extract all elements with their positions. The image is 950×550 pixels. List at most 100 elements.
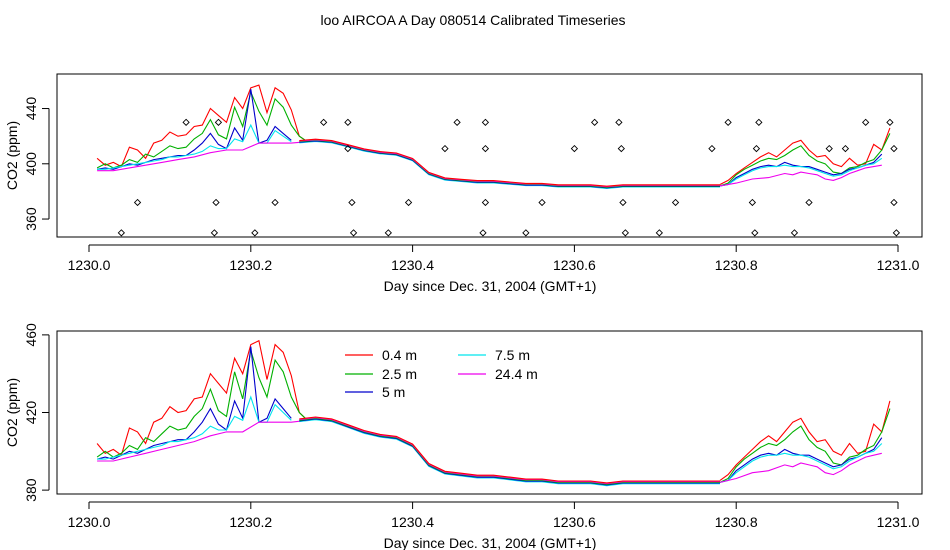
legend-label: 0.4 m (382, 347, 417, 363)
diamond-marker (538, 198, 546, 207)
x-tick-label: 1230.8 (715, 257, 758, 273)
diamond-marker (862, 118, 870, 126)
plot-frame (56, 73, 923, 238)
y-tick-label: 420 (23, 401, 39, 425)
diamond-marker (271, 198, 279, 207)
page-title: loo AIRCOA A Day 080514 Calibrated Times… (320, 12, 625, 28)
diamond-marker (344, 144, 352, 153)
diamond-marker (210, 229, 219, 237)
common-trace-line (299, 139, 720, 188)
diamond-marker (570, 144, 579, 153)
common-trace-line (299, 417, 720, 485)
late-series-line-2-5-m (719, 408, 891, 483)
diamond-marker (825, 144, 833, 153)
diamond-marker (319, 118, 328, 126)
diamond-marker (751, 229, 759, 237)
diamond-marker (117, 229, 125, 237)
plot-frame (56, 330, 923, 495)
diamond-marker (349, 229, 358, 237)
diamond-marker (621, 229, 630, 237)
y-tick-label: 380 (23, 478, 39, 502)
late-series-line (719, 164, 882, 187)
diamond-marker (182, 118, 190, 126)
diamond-marker (212, 198, 220, 207)
y-tick-label: 360 (23, 207, 39, 231)
x-tick-label: 1230.0 (68, 514, 111, 530)
legend-label: 7.5 m (495, 347, 530, 363)
diamond-marker (890, 144, 898, 153)
diamond-marker (805, 198, 813, 207)
diamond-marker (479, 229, 487, 237)
series-line-24-4-m (97, 419, 308, 462)
diamond-marker (522, 229, 530, 237)
diamond-marker (790, 229, 799, 237)
x-tick-label: 1230.0 (68, 257, 111, 273)
x-tick-label: 1231.0 (877, 514, 920, 530)
series-line (96, 90, 308, 169)
series-line (96, 84, 308, 168)
diamond-marker (481, 198, 490, 207)
diamond-marker (615, 118, 623, 126)
y-tick-label: 440 (23, 97, 39, 121)
common-trace-line (299, 416, 720, 484)
legend-label: 24.4 m (495, 366, 538, 382)
diamond-marker (841, 144, 850, 153)
diamond-marker (655, 229, 663, 237)
y-axis-label: CO2 (ppm) (4, 121, 20, 190)
panel-bottom: 1230.0 1230.2 1230.4 1230.6 1230.8 1231.0 Day … (4, 323, 923, 550)
series-line-5-m (96, 346, 292, 460)
x-tick-label: 1230.2 (229, 514, 272, 530)
diamond-marker (752, 144, 761, 153)
diamond-marker (133, 198, 142, 207)
diamond-marker (890, 198, 898, 207)
series-line-7-5-m (97, 395, 292, 460)
diamond-marker (755, 118, 763, 126)
diamond-marker (344, 118, 352, 126)
late-series-line (719, 133, 891, 187)
x-tick-label: 1231.0 (877, 257, 920, 273)
diamond-marker (441, 144, 449, 153)
x-axis-label: Day since Dec. 31, 2004 (GMT+1) (384, 278, 597, 294)
late-series-line (719, 127, 891, 185)
series-line-0-4-m (96, 339, 308, 457)
diamond-marker (724, 118, 732, 126)
diamond-marker (617, 144, 625, 153)
late-series-line-0-4-m (719, 400, 891, 481)
x-tick-label: 1230.8 (715, 514, 758, 530)
x-tick-label: 1230.2 (229, 257, 272, 273)
diamond-marker (348, 198, 356, 207)
y-tick-label: 400 (23, 152, 39, 176)
late-series-line-7-5-m (719, 443, 883, 483)
diamond-marker (453, 118, 461, 126)
series-line (97, 123, 292, 170)
diamond-marker (892, 229, 901, 237)
late-series-line (719, 157, 883, 187)
diamond-marker (671, 198, 680, 207)
panel-top: 1230.0 1230.2 1230.4 1230.6 1230.8 1231.0 Day … (4, 73, 923, 294)
legend-label: 2.5 m (382, 366, 417, 382)
legend: 0.4 m 2.5 m 5 m 7.5 m 24.4 m (345, 347, 538, 400)
common-trace-line (299, 418, 720, 486)
x-tick-label: 1230.6 (553, 514, 596, 530)
x-tick-label: 1230.6 (553, 257, 596, 273)
diamond-marker (619, 198, 627, 207)
y-axis-label: CO2 (ppm) (4, 378, 20, 447)
common-trace-line (299, 139, 720, 188)
diamond-marker (590, 118, 599, 126)
y-tick-label: 460 (23, 323, 39, 347)
series-line (97, 141, 308, 172)
diamond-marker (748, 198, 757, 207)
late-series-line-24-4-m (719, 452, 882, 483)
diamond-marker (481, 118, 490, 126)
x-axis-label: Day since Dec. 31, 2004 (GMT+1) (384, 535, 597, 550)
common-trace-line (299, 138, 720, 187)
diamond-marker (404, 198, 413, 207)
x-tick-label: 1230.4 (391, 257, 434, 273)
series-line-2-5-m (96, 350, 308, 458)
diamond-marker (481, 144, 490, 153)
diamond-marker (886, 118, 894, 126)
diamond-marker (251, 229, 259, 237)
diamond-marker (708, 144, 716, 153)
common-trace-line (299, 419, 720, 487)
